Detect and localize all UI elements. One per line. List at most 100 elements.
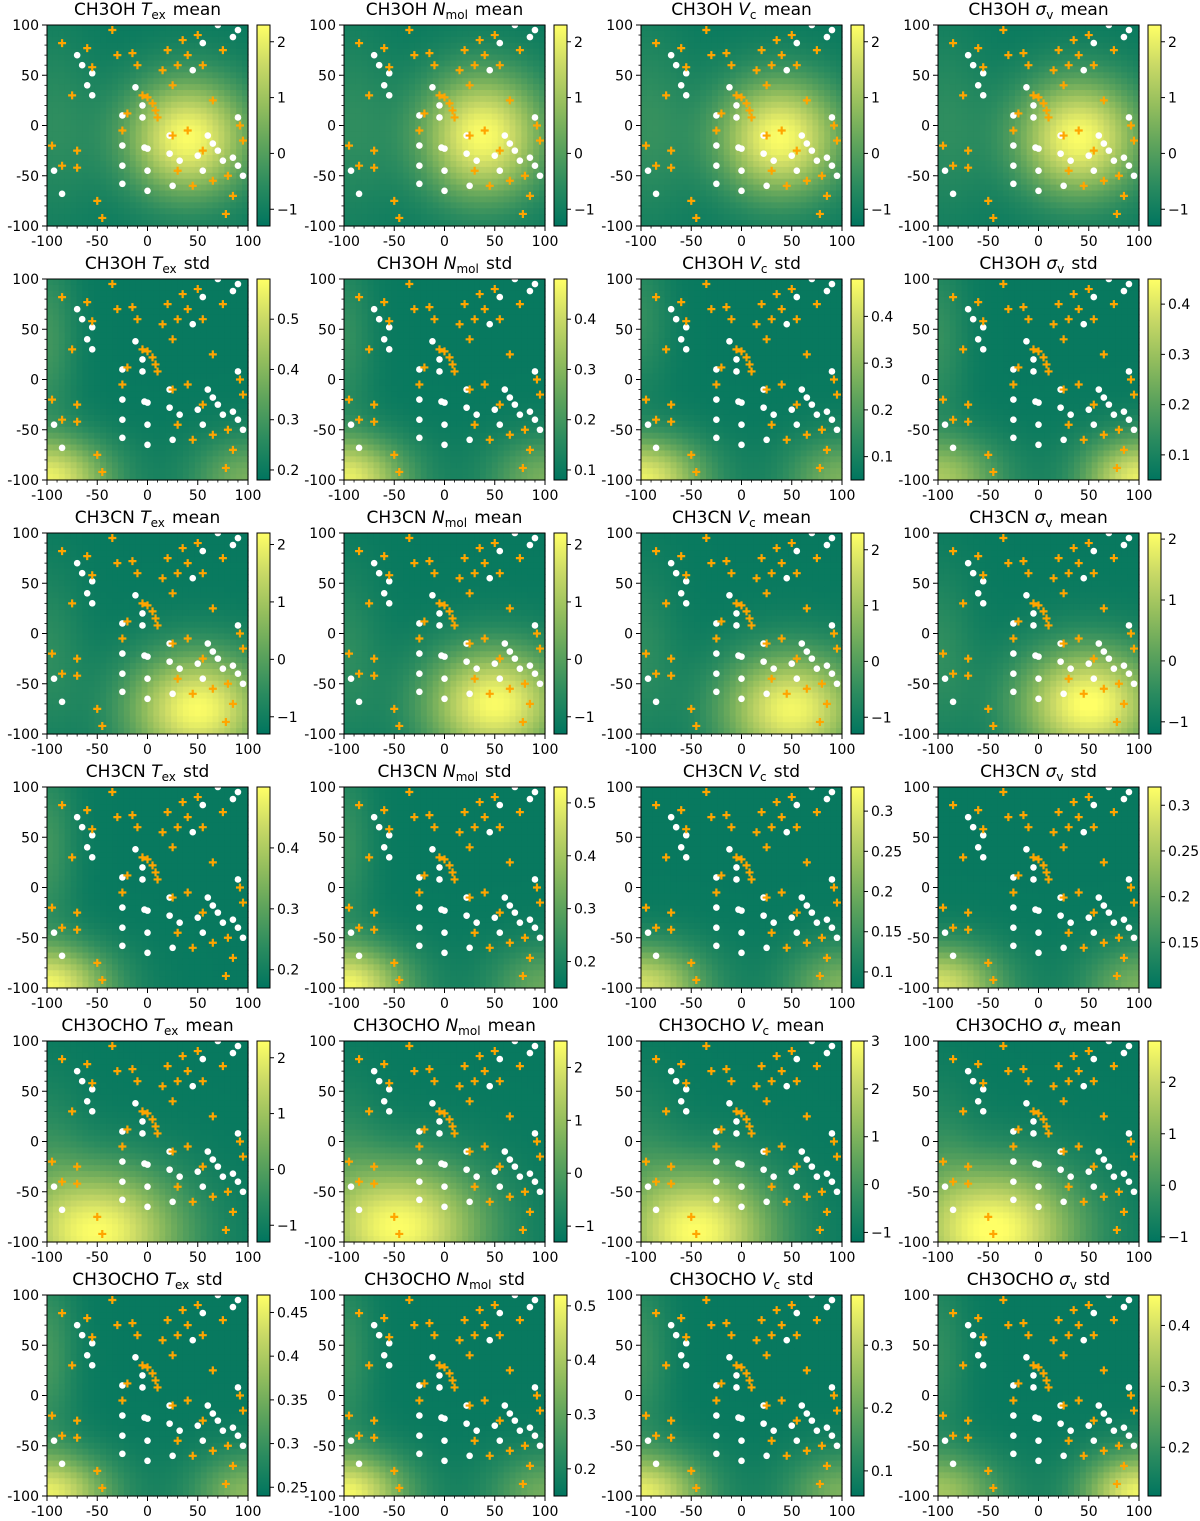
heatmap-cell	[527, 84, 534, 91]
heatmap-cell	[800, 149, 808, 156]
heatmap-cell	[991, 208, 998, 215]
heatmap-cell	[1062, 90, 1069, 97]
heatmap-cell	[1038, 178, 1046, 186]
heatmap-cell	[159, 60, 166, 67]
heatmap-cell	[794, 190, 802, 198]
heatmap-cell	[420, 178, 428, 186]
orange-plus-marker	[767, 61, 776, 70]
heatmap-cell	[539, 125, 546, 133]
heatmap-cell	[1062, 78, 1069, 85]
heatmap-cell	[242, 30, 249, 38]
heatmap-cell	[818, 137, 825, 144]
heatmap-cell	[676, 25, 683, 32]
orange-plus-marker	[829, 121, 838, 130]
heatmap-cell	[212, 190, 220, 198]
heatmap-cell	[1103, 214, 1111, 221]
heatmap-cell	[539, 143, 546, 150]
heatmap-cell	[652, 220, 660, 227]
heatmap-cell	[385, 119, 392, 127]
heatmap-cell	[129, 78, 137, 85]
heatmap-cell	[129, 184, 137, 192]
heatmap-cell	[824, 202, 831, 209]
heatmap-cell	[533, 60, 540, 67]
heatmap-cell	[794, 72, 802, 79]
heatmap-cell	[1097, 90, 1105, 97]
heatmap-cell	[1121, 119, 1128, 127]
heatmap-cell	[765, 214, 772, 221]
heatmap-cell	[979, 208, 986, 215]
heatmap-cell	[1062, 30, 1069, 38]
heatmap-cell	[444, 125, 452, 133]
heatmap-cell	[385, 155, 392, 162]
heatmap-cell	[165, 220, 172, 227]
heatmap-cell	[171, 196, 178, 203]
heatmap-cell	[1103, 190, 1111, 198]
heatmap-cell	[94, 78, 101, 85]
orange-plus-marker	[108, 26, 117, 35]
heatmap-cell	[973, 119, 980, 127]
heatmap-cell	[973, 196, 980, 203]
heatmap-cell	[188, 119, 196, 127]
heatmap-cell	[943, 78, 951, 85]
heatmap-cell	[1073, 119, 1081, 127]
orange-plus-marker	[218, 46, 227, 55]
white-circle-marker	[441, 167, 448, 175]
heatmap-cell	[64, 160, 72, 168]
heatmap-cell	[403, 95, 410, 103]
heatmap-cell	[165, 143, 172, 150]
heatmap-cell	[1085, 101, 1093, 109]
heatmap-cell	[135, 137, 143, 144]
heatmap-cell	[961, 42, 969, 50]
heatmap-cell	[824, 149, 831, 156]
heatmap-cell	[694, 131, 701, 138]
heatmap-cell	[824, 107, 831, 115]
heatmap-cell	[76, 78, 84, 85]
heatmap-cell	[527, 172, 534, 180]
heatmap-cell	[385, 184, 392, 192]
heatmap-cell	[373, 166, 381, 174]
heatmap-cell	[682, 214, 689, 221]
heatmap-cell	[676, 119, 683, 127]
heatmap-cell	[141, 48, 149, 56]
heatmap-cell	[426, 143, 434, 150]
heatmap-cell	[349, 125, 357, 133]
heatmap-cell	[688, 42, 695, 50]
heatmap-cell	[967, 149, 975, 156]
heatmap-cell	[135, 72, 143, 79]
colorbar-tick-label: 2	[277, 35, 286, 51]
heatmap-cell	[444, 66, 452, 73]
x-tick-label: 0	[440, 234, 449, 250]
heatmap-cell	[474, 131, 481, 138]
heatmap-cell	[177, 119, 184, 127]
heatmap-cell	[47, 119, 54, 127]
heatmap-cell	[409, 78, 416, 85]
heatmap-cell	[355, 131, 363, 138]
heatmap-cell	[1008, 72, 1016, 79]
heatmap-cell	[1038, 155, 1046, 162]
heatmap-cell	[361, 196, 369, 203]
heatmap-cell	[641, 202, 648, 209]
heatmap-cell	[747, 220, 754, 227]
heatmap-cell	[943, 155, 951, 162]
heatmap-cell	[1014, 196, 1022, 203]
heatmap-cell	[373, 208, 381, 215]
heatmap-cell	[1032, 149, 1040, 156]
heatmap-cell	[997, 90, 1004, 97]
y-tick-label: -50	[610, 169, 633, 185]
heatmap-cell	[723, 42, 731, 50]
heatmap-cell	[397, 48, 404, 56]
heatmap-cell	[177, 137, 184, 144]
heatmap-cell	[432, 36, 440, 44]
heatmap-cell	[723, 220, 731, 227]
heatmap-cell	[224, 113, 231, 121]
heatmap-cell	[70, 42, 78, 50]
heatmap-cell	[1014, 131, 1022, 138]
heatmap-cell	[1026, 220, 1034, 227]
heatmap-cell	[414, 184, 422, 192]
heatmap-cell	[177, 208, 184, 215]
heatmap-cell	[788, 166, 796, 174]
heatmap-cell	[1044, 178, 1051, 186]
heatmap-cell	[1044, 95, 1051, 103]
heatmap-cell	[58, 101, 66, 109]
heatmap-cell	[409, 25, 416, 32]
